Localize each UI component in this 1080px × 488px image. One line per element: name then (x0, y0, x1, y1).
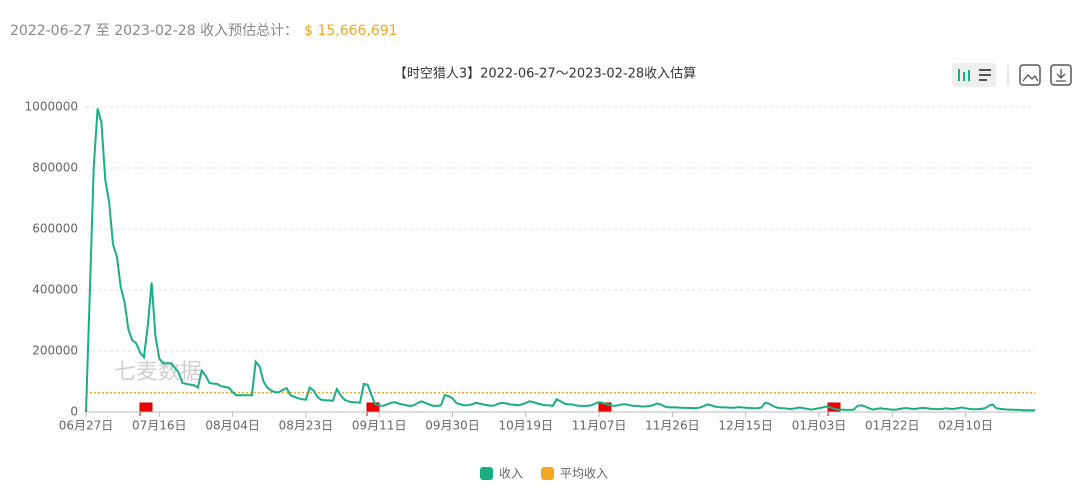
legend-swatch (480, 467, 493, 480)
chart-title: 【时空猎人3】2022-06-27～2023-02-28收入估算 (394, 67, 696, 82)
x-tick-label: 06月27日 (59, 419, 114, 433)
icon (963, 72, 965, 81)
x-tick-label: 07月16日 (132, 419, 187, 433)
icon (1056, 69, 1066, 82)
x-tick-label: 10月19日 (499, 419, 554, 433)
revenue-line (85, 108, 1035, 413)
y-tick-label: 0 (70, 405, 78, 419)
x-tick-label: 02月10日 (938, 419, 993, 433)
icon (979, 69, 991, 71)
x-tick-label: 09月11日 (352, 419, 407, 433)
icon (979, 74, 991, 76)
icon (958, 69, 960, 81)
legend-swatch (541, 467, 555, 480)
y-tick-label: 1000000 (25, 100, 78, 114)
toolbar (952, 63, 1072, 87)
save-image[interactable] (1019, 64, 1041, 86)
y-tick-label: 800000 (32, 161, 78, 175)
x-tick-label: 08月23日 (279, 419, 334, 433)
x-tick-label: 12月15日 (718, 419, 773, 433)
x-tick-label: 01月03日 (792, 419, 847, 433)
x-tick-label: 01月22日 (865, 419, 920, 433)
legend-label: 平均收入 (560, 467, 608, 481)
y-tick-label: 600000 (32, 222, 78, 236)
summary-total: $ 15,666,691 (304, 23, 398, 39)
flag (139, 402, 153, 416)
summary: 2022-06-27 至 2023-02-28 收入预估总计： $ 15,666,… (10, 20, 398, 40)
x-tick-label: 08月04日 (205, 419, 260, 433)
icon (979, 79, 987, 81)
download[interactable] (1050, 64, 1072, 86)
x-tick-label: 11月26日 (645, 419, 700, 433)
y-tick-label: 400000 (32, 283, 78, 297)
x-tick-label: 11月07日 (572, 419, 627, 433)
icon (1022, 74, 1039, 82)
legend-label: 收入 (499, 467, 523, 481)
x-tick-label: 09月30日 (425, 419, 480, 433)
icon (968, 70, 970, 81)
summary-label: 2022-06-27 至 2023-02-28 收入预估总计： (10, 23, 299, 39)
y-tick-label: 200000 (32, 344, 78, 358)
watermark: 七麦数据 (114, 360, 202, 385)
